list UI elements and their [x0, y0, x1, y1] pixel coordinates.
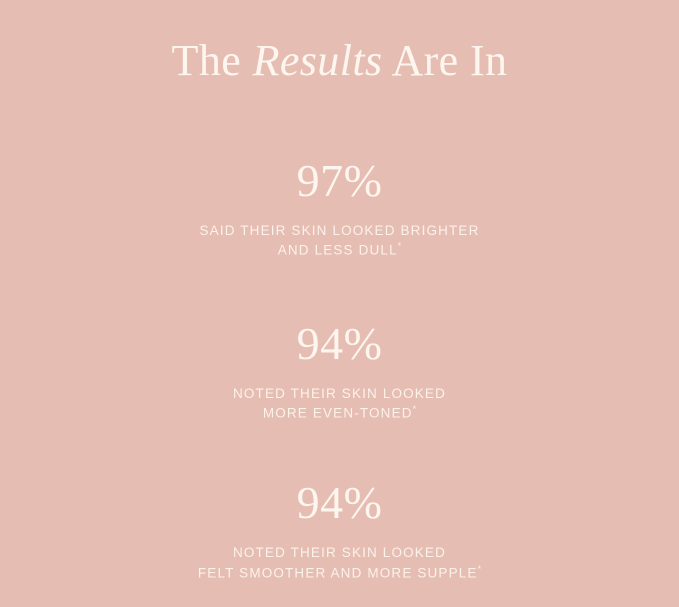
stat-block: 94% NOTED THEIR SKIN LOOKED MORE EVEN-TO…: [0, 317, 679, 424]
page-title-part2: Are In: [382, 36, 508, 85]
stat-caption-line: NOTED THEIR SKIN LOOKED: [232, 545, 446, 561]
stat-caption: NOTED THEIR SKIN LOOKED FELT SMOOTHER AN…: [198, 543, 481, 583]
footnote-marker: *: [397, 241, 402, 252]
footnote-marker: *: [477, 564, 482, 575]
stat-caption-line: NOTED THEIR SKIN LOOKED: [233, 385, 446, 401]
stat-caption-line: FELT SMOOTHER AND MORE SUPPLE*: [198, 563, 481, 583]
stat-value: 94%: [296, 477, 383, 529]
stat-caption-text: AND LESS DULL: [277, 242, 398, 258]
stat-caption: NOTED THEIR SKIN LOOKED MORE EVEN-TONED*: [233, 384, 446, 424]
stat-block: 97% SAID THEIR SKIN LOOKED BRIGHTER AND …: [0, 154, 679, 261]
stat-block: 94% NOTED THEIR SKIN LOOKED FELT SMOOTHE…: [0, 480, 679, 583]
stat-caption-line: MORE EVEN-TONED*: [233, 403, 446, 423]
stat-value: 97%: [296, 154, 383, 206]
stat-caption: SAID THEIR SKIN LOOKED BRIGHTER AND LESS…: [200, 221, 480, 261]
stat-caption-line: AND LESS DULL*: [200, 240, 480, 260]
stat-list: 97% SAID THEIR SKIN LOOKED BRIGHTER AND …: [0, 142, 679, 584]
footnote-marker: *: [412, 404, 417, 415]
page-title: The Results Are In: [171, 36, 508, 85]
stat-caption-text: MORE EVEN-TONED: [262, 405, 413, 421]
page-title-part1: The: [171, 36, 253, 85]
stat-caption-text: FELT SMOOTHER AND MORE SUPPLE: [197, 565, 478, 581]
page-title-emphasis: Results: [252, 36, 383, 85]
stat-caption-line: SAID THEIR SKIN LOOKED BRIGHTER: [199, 222, 480, 238]
stat-value: 94%: [296, 317, 383, 369]
